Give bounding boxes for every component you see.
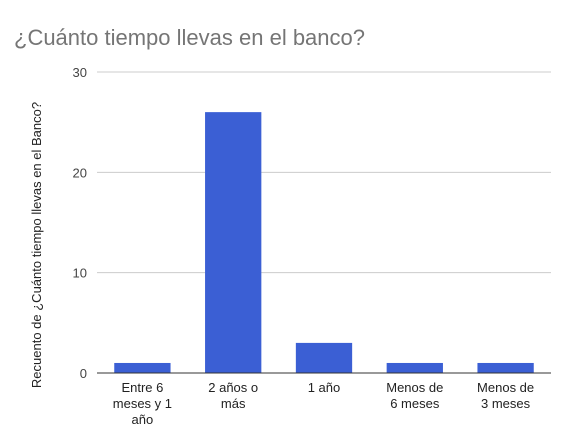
bar — [114, 362, 171, 373]
x-category-label-line: 2 años o — [208, 380, 258, 395]
y-tick-label: 20 — [73, 165, 87, 180]
x-category-label-line: Entre 6 — [121, 380, 163, 395]
y-axis-label: Recuento de ¿Cuánto tiempo llevas en el … — [29, 102, 44, 388]
bars — [114, 112, 534, 373]
x-category-label: Entre 6 meses y 1 año — [113, 380, 172, 427]
x-category-label-line: año — [132, 412, 154, 427]
y-tick-label: 10 — [73, 266, 87, 281]
x-category-labels: Entre 6 meses y 1 año 2 años o más 1 año Menos… — [113, 380, 534, 427]
bar — [477, 362, 534, 373]
bar — [386, 362, 443, 373]
y-tick-labels: 0 10 20 30 — [73, 65, 87, 381]
y-tick-label: 30 — [73, 65, 87, 80]
x-category-label-line: más — [221, 396, 246, 411]
bar — [295, 342, 353, 373]
x-category-label-line: 6 meses — [390, 396, 440, 411]
x-category-label: 1 año — [308, 380, 341, 395]
x-category-label: Menos de 3 meses — [477, 380, 534, 411]
x-category-label-line: 3 meses — [481, 396, 531, 411]
x-category-label-line: meses y 1 — [113, 396, 172, 411]
chart-title: ¿Cuánto tiempo llevas en el banco? — [14, 25, 365, 50]
x-category-label: Menos de 6 meses — [386, 380, 443, 411]
y-tick-label: 0 — [80, 366, 87, 381]
x-category-label-line: Menos de — [477, 380, 534, 395]
x-category-label-line: 1 año — [308, 380, 341, 395]
gridlines — [97, 71, 551, 274]
bar — [205, 112, 262, 373]
x-category-label-line: Menos de — [386, 380, 443, 395]
x-category-label: 2 años o más — [208, 380, 258, 411]
